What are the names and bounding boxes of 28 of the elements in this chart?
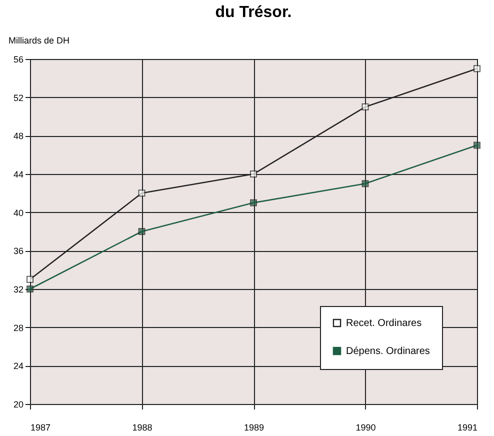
point (26, 276, 34, 283)
point (362, 180, 369, 188)
legend-label: Recet. Ordinares (346, 318, 422, 329)
point (250, 170, 257, 178)
y-tick-label: 28 (13, 322, 24, 333)
y-tick-label: 36 (13, 246, 24, 256)
y-tick-label: 48 (13, 131, 24, 142)
y-tick-label: 20 (13, 400, 24, 410)
y-tick-label: 44 (13, 170, 24, 180)
y-axis-title: Milliards de DH (8, 36, 70, 46)
legend-label: Dépens. Ordinares (346, 346, 430, 357)
y-tick-label: 40 (13, 208, 24, 218)
point (138, 190, 146, 197)
chart-title: du Trésor. (215, 4, 292, 21)
point (362, 103, 369, 110)
y-tick-label: 56 (13, 54, 24, 64)
y-tick-label: 32 (13, 284, 24, 294)
x-tick-label: 1987 (30, 422, 51, 432)
x-tick-label: 1988 (132, 422, 152, 432)
y-tick-label: 52 (13, 92, 24, 103)
x-tick-label: 1991 (457, 422, 478, 432)
point (474, 142, 480, 149)
point (250, 199, 257, 206)
point (474, 65, 480, 72)
x-tick-label: 1990 (356, 422, 376, 432)
point (138, 228, 146, 235)
y-tick-label: 24 (13, 361, 24, 372)
x-tick-label: 1989 (244, 422, 264, 432)
